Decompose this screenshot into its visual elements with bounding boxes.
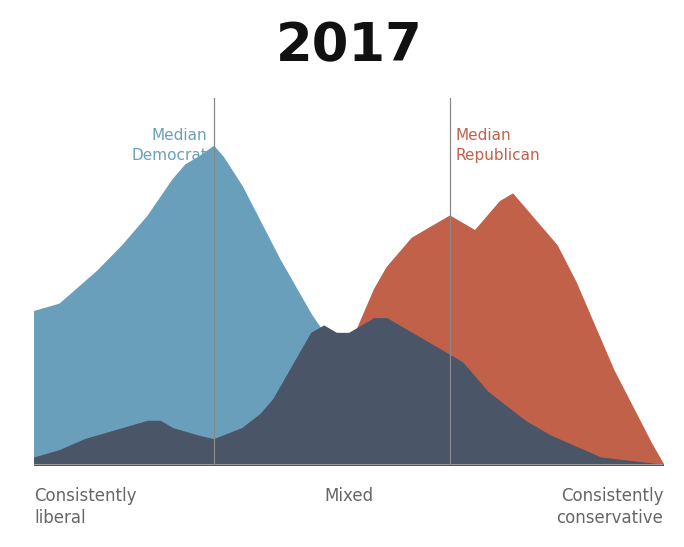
Text: Consistently
conservative: Consistently conservative [557,487,663,527]
Text: 2017: 2017 [276,21,422,73]
Text: Consistently
liberal: Consistently liberal [34,487,137,527]
Text: Median
Democrat: Median Democrat [131,128,207,162]
Text: Median
Republican: Median Republican [456,128,540,162]
Text: Mixed: Mixed [324,487,373,505]
